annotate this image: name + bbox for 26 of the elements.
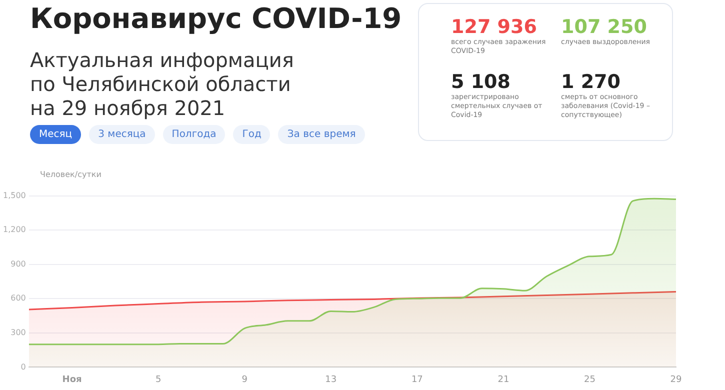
- text: 5 108: [451, 71, 512, 93]
- text: 127 936: [451, 16, 538, 38]
- text: Полгода: [162, 125, 226, 144]
- chart-subtitle: Актуальная информация по Челябинской области на 29 ноября 2021: [30, 48, 295, 120]
- y-tick-label: 600: [10, 294, 26, 303]
- x-tick-label: 5: [155, 374, 162, 385]
- y-tick-label: 900: [10, 259, 26, 268]
- chart-title: Коронавирус COVID-19: [30, 2, 403, 35]
- y-axis-title: Человек/сутки: [40, 170, 102, 179]
- x-tick-label: 29: [670, 374, 682, 385]
- x-tick-label: 9: [242, 374, 248, 385]
- text: Год: [233, 125, 270, 144]
- x-tick-label: 25: [584, 374, 596, 385]
- x-tick-label: 21: [498, 374, 510, 385]
- y-tick-label: 1,500: [2, 190, 26, 200]
- text: За все время: [278, 125, 365, 144]
- x-tick-label: 17: [411, 374, 423, 385]
- text: 107 250: [561, 16, 648, 38]
- x-tick-label: 13: [325, 374, 337, 385]
- text: Месяц: [30, 125, 82, 144]
- x-tick-label: Ноя: [62, 374, 82, 385]
- y-tick-label: 0: [20, 362, 26, 372]
- text: 1 270: [561, 71, 622, 93]
- y-tick-label: 1,200: [2, 225, 26, 234]
- y-tick-label: 300: [10, 328, 26, 337]
- text: 3 месяца: [89, 125, 155, 144]
